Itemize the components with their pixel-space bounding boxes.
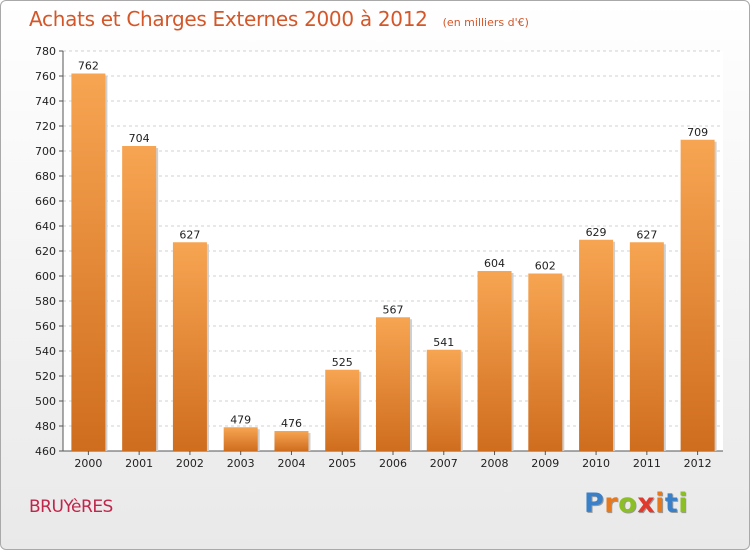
x-tick-label: 2005 (328, 457, 356, 470)
y-tick-label: 500 (35, 395, 56, 408)
bar (579, 239, 614, 451)
y-tick-label: 700 (35, 145, 56, 158)
y-tick-label: 560 (35, 320, 56, 333)
chart-title: Achats et Charges Externes 2000 à 2012 (29, 7, 428, 31)
brand-letter: i (655, 488, 665, 519)
y-tick-label: 460 (35, 445, 56, 458)
bar-value-label: 704 (129, 132, 150, 145)
bar-value-label: 476 (281, 417, 302, 430)
x-tick-label: 2003 (227, 457, 255, 470)
bar (172, 242, 207, 451)
brand-letter: i (678, 488, 689, 519)
bar-value-label: 541 (433, 336, 454, 349)
x-tick-label: 2001 (125, 457, 153, 470)
bar (629, 242, 664, 451)
bar (680, 139, 715, 451)
bar (528, 273, 563, 451)
y-tick-label: 540 (35, 345, 56, 358)
y-tick-label: 600 (35, 270, 56, 283)
title-row: Achats et Charges Externes 2000 à 2012 (… (29, 7, 529, 31)
bar-value-label: 604 (484, 257, 505, 270)
bar-value-label: 479 (230, 413, 251, 426)
brand-letter: r (604, 488, 619, 519)
bar-value-label: 627 (636, 228, 657, 241)
brand-letter: o (618, 488, 638, 519)
bar-value-label: 567 (383, 303, 404, 316)
bar-value-label: 627 (179, 228, 200, 241)
y-tick-label: 780 (35, 45, 56, 58)
bar (376, 317, 410, 451)
bar (274, 431, 309, 451)
y-tick-label: 620 (35, 245, 56, 258)
x-tick-label: 2004 (277, 457, 305, 470)
bar (325, 369, 360, 451)
bar-value-label: 629 (586, 226, 607, 239)
brand-letter: x (637, 488, 656, 519)
brand-logo: Proxiti (584, 488, 688, 519)
y-tick-label: 720 (35, 120, 56, 133)
bar (426, 349, 461, 451)
chart-unit: (en milliers d'€) (442, 16, 529, 29)
brand-letter: P (584, 488, 605, 519)
y-tick-label: 580 (35, 295, 56, 308)
x-tick-label: 2010 (582, 457, 610, 470)
x-tick-label: 2007 (430, 457, 458, 470)
x-tick-label: 2011 (633, 457, 661, 470)
bar (122, 146, 157, 451)
x-tick-label: 2009 (531, 457, 559, 470)
x-tick-label: 2006 (379, 457, 407, 470)
y-tick-label: 480 (35, 420, 56, 433)
x-tick-label: 2002 (176, 457, 204, 470)
y-tick-label: 520 (35, 370, 56, 383)
bar-value-label: 709 (687, 126, 708, 139)
y-tick-label: 740 (35, 95, 56, 108)
y-tick-label: 760 (35, 70, 56, 83)
y-tick-label: 660 (35, 195, 56, 208)
bar-value-label: 525 (332, 356, 353, 369)
bar-value-label: 762 (78, 60, 99, 73)
x-tick-label: 2012 (684, 457, 712, 470)
bar (223, 427, 258, 451)
x-tick-label: 2000 (74, 457, 102, 470)
bar-value-label: 602 (535, 260, 556, 273)
bar (71, 73, 106, 451)
y-tick-label: 680 (35, 170, 56, 183)
place-name: BRUYèRES (29, 497, 113, 517)
y-tick-label: 640 (35, 220, 56, 233)
bar (477, 271, 512, 451)
x-tick-label: 2008 (481, 457, 509, 470)
brand-letter: t (664, 488, 679, 519)
